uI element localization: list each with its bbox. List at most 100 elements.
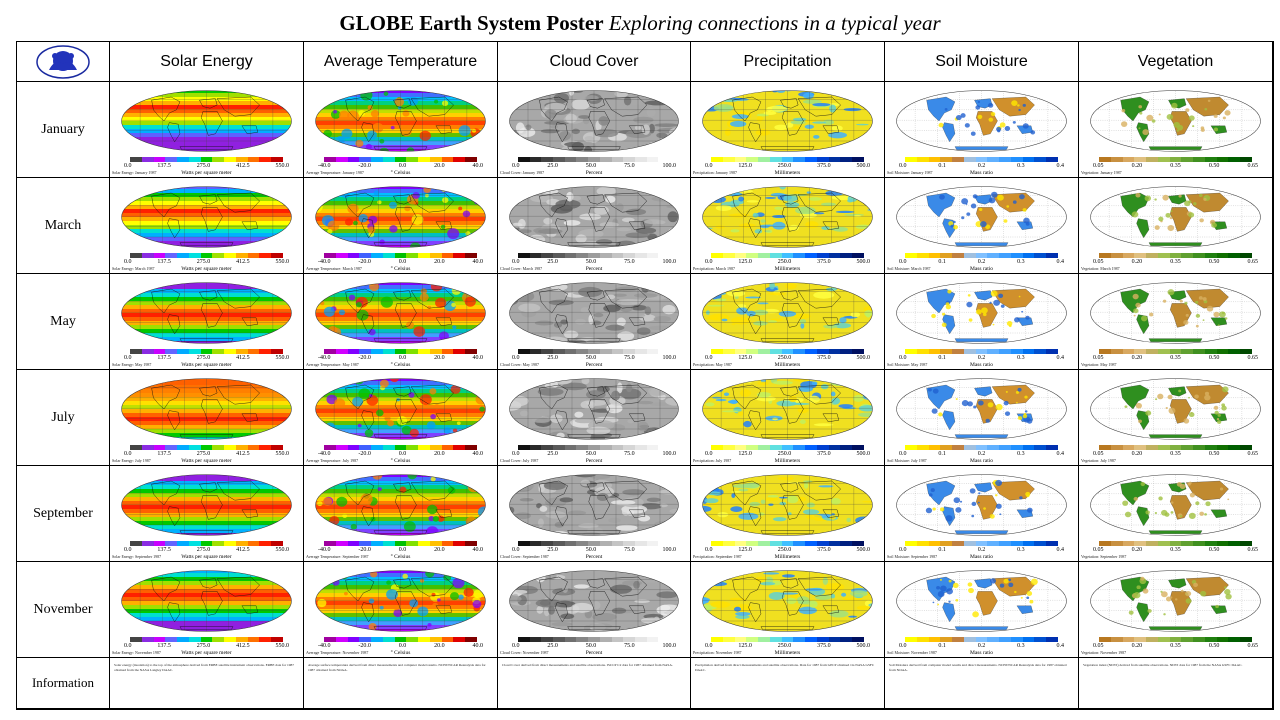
color-scale-swatch — [746, 349, 759, 354]
color-scale-swatch — [1034, 253, 1047, 258]
map-caption-date: January 1987 — [911, 170, 933, 175]
scale-tick-label: 550.0 — [275, 547, 290, 553]
color-scale-swatch — [611, 637, 624, 642]
scale-tick-label: 0.0 — [398, 547, 407, 553]
color-scale-swatch — [828, 157, 841, 162]
color-scale-bar — [130, 445, 283, 450]
color-scale-swatch — [165, 157, 178, 162]
color-scale-bar — [905, 637, 1058, 642]
scale-unit-label: Watts per square meter — [181, 266, 232, 272]
color-scale-swatch — [406, 253, 419, 258]
scale-tick-label: -40.0 — [318, 547, 331, 553]
map-panel — [506, 569, 682, 633]
map-panel — [1087, 89, 1264, 153]
map-cell-veg-january: 0.05 0.20 0.35 0.50 0.65 Vegetation: January … — [1079, 82, 1273, 178]
map-caption: Soil Moisture: July 1987 — [887, 458, 927, 463]
color-scale-ticks: 0.05 0.20 0.35 0.50 0.65 — [1093, 259, 1258, 266]
color-scale-swatch — [781, 157, 794, 162]
solar-map-image — [121, 282, 292, 344]
color-scale-swatch — [259, 637, 272, 642]
color-scale-swatch — [1046, 445, 1058, 450]
color-scale-swatch — [722, 637, 735, 642]
scale-tick-label: 0.65 — [1247, 259, 1259, 265]
scale-tick-label: 75.0 — [624, 355, 635, 361]
scale-tick-label: 50.0 — [585, 643, 597, 649]
scale-tick-label: 40.0 — [472, 451, 484, 457]
map-caption-date: May 1987 — [522, 362, 540, 367]
scale-tick-label: 75.0 — [624, 547, 635, 553]
map-cell-soil-march: 0.0 0.1 0.2 0.3 0.4 Soil Moisture: March 1987… — [885, 178, 1079, 274]
map-panel — [118, 281, 295, 345]
color-scale-swatch — [359, 541, 372, 546]
color-scale-swatch — [1146, 253, 1158, 258]
map-caption: Precipitation: May 1987 — [693, 362, 732, 367]
map-cell-solar-march: 0.0 137.5 275.0 412.5 550.0 Solar Energy: Mar… — [110, 178, 304, 274]
color-scale-swatch — [1146, 445, 1158, 450]
scale-tick-label: 0.05 — [1093, 451, 1104, 457]
scale-tick-label: 0.1 — [938, 355, 946, 361]
scale-unit-label: Watts per square meter — [181, 554, 232, 560]
color-scale-swatch — [371, 253, 383, 258]
color-scale-swatch — [1193, 541, 1205, 546]
color-scale-swatch — [599, 253, 612, 258]
color-scale-swatch — [999, 157, 1011, 162]
color-scale-swatch — [335, 349, 348, 354]
scale-unit-label: Millimeters — [774, 170, 801, 176]
color-scale-swatch — [646, 541, 659, 546]
color-scale-ticks: -40.0 -20.0 0.0 20.0 40.0 — [318, 355, 483, 362]
scale-tick-label: 100.0 — [662, 163, 677, 169]
map-caption: Soil Moisture: September 1987 — [887, 554, 937, 559]
color-scale-swatch — [429, 349, 442, 354]
poster-title-bold: GLOBE Earth System Poster — [339, 11, 604, 35]
color-scale-swatch — [224, 541, 236, 546]
map-caption-variable: Soil Moisture: — [887, 266, 911, 271]
map-caption: Average Temperature: May 1987 — [306, 362, 359, 367]
map-cell-temp-january: -40.0 -20.0 0.0 20.0 40.0 Average Temperature… — [304, 82, 498, 178]
color-scale-swatch — [576, 253, 589, 258]
color-scale-swatch — [1181, 445, 1194, 450]
color-scale-swatch — [212, 253, 225, 258]
color-scale-swatch — [324, 445, 336, 450]
color-scale-swatch — [200, 157, 213, 162]
scale-tick-label: 20.0 — [434, 163, 445, 169]
color-scale-swatch — [324, 253, 336, 258]
color-scale-swatch — [758, 541, 770, 546]
color-scale-ticks: 0.05 0.20 0.35 0.50 0.65 — [1093, 547, 1258, 554]
color-scale-swatch — [758, 637, 770, 642]
color-scale-bar — [711, 349, 864, 354]
color-scale-swatch — [781, 349, 794, 354]
scale-tick-label: 0.35 — [1170, 355, 1181, 361]
scale-tick-label: 0.0 — [512, 547, 520, 553]
scale-tick-label: 75.0 — [624, 259, 635, 265]
color-scale-swatch — [1169, 157, 1182, 162]
color-scale-bar — [711, 541, 864, 546]
scale-tick-label: 0.50 — [1208, 643, 1220, 649]
color-scale-swatch — [212, 445, 225, 450]
map-caption-variable: Cloud Cover: — [500, 266, 522, 271]
map-caption-variable: Precipitation: — [693, 650, 715, 655]
color-scale-swatch — [1157, 541, 1170, 546]
color-scale-swatch — [1204, 349, 1217, 354]
scale-tick-label: 100.0 — [662, 643, 677, 649]
color-scale-swatch — [1240, 637, 1252, 642]
map-cell-temp-july: -40.0 -20.0 0.0 20.0 40.0 Average Temperature… — [304, 370, 498, 466]
color-scale-swatch — [371, 445, 383, 450]
color-scale-swatch — [324, 541, 336, 546]
scale-tick-label: 0.0 — [398, 355, 407, 361]
soil-map-image — [896, 186, 1067, 248]
color-scale-swatch — [429, 157, 442, 162]
scale-tick-label: 550.0 — [275, 451, 290, 457]
color-scale-swatch — [271, 157, 283, 162]
color-scale-swatch — [212, 637, 225, 642]
map-caption-date: November 1987 — [1100, 650, 1127, 655]
color-scale-swatch — [828, 349, 841, 354]
map-cell-cloud-march: 0.0 25.0 50.0 75.0 100.0 Cloud Cover: March 1… — [498, 178, 691, 274]
color-scale-ticks: 0.0 25.0 50.0 75.0 100.0 — [512, 355, 676, 362]
color-scale-swatch — [793, 541, 806, 546]
color-scale-swatch — [793, 637, 806, 642]
color-scale-swatch — [1181, 541, 1194, 546]
color-scale-swatch — [758, 445, 770, 450]
scale-tick-label: 0.2 — [977, 547, 986, 553]
color-scale-swatch — [746, 637, 759, 642]
color-scale-swatch — [1046, 349, 1058, 354]
